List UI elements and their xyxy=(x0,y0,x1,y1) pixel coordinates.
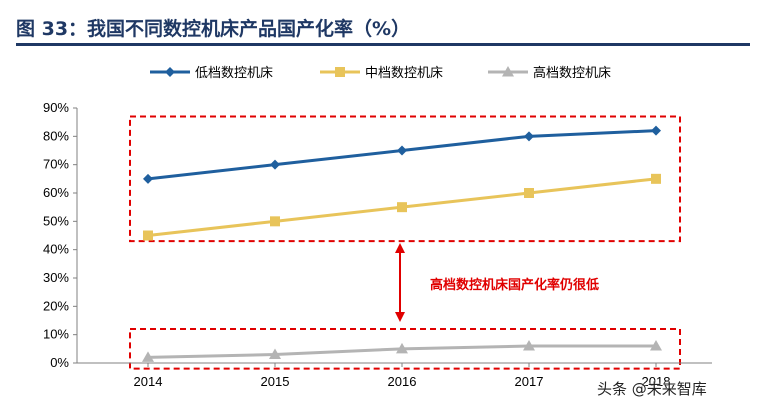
watermark: 头条 @未来智库 xyxy=(597,380,707,398)
y-tick-label: 10% xyxy=(43,327,69,342)
data-point-marker xyxy=(143,173,153,184)
y-tick-label: 60% xyxy=(43,185,69,200)
chart-axes: 0% 10% 20% 30% 40% 50% 60% 70% 80% 90% 2014 2015 201… xyxy=(43,100,712,389)
legend-item: 高档数控机床 xyxy=(488,65,611,81)
data-point-marker xyxy=(165,67,175,77)
x-tick-label: 2018 xyxy=(642,374,671,389)
data-point-marker xyxy=(397,202,407,213)
series-group xyxy=(143,173,661,241)
data-point-marker xyxy=(524,188,534,198)
data-point-marker xyxy=(143,230,153,241)
y-tick-label: 90% xyxy=(43,100,69,115)
legend-label: 低档数控机床 xyxy=(195,66,273,81)
x-tick-label: 2015 xyxy=(261,374,290,389)
y-tick-label: 80% xyxy=(43,128,69,143)
y-tick-label: 0% xyxy=(50,355,69,370)
legend-item: 低档数控机床 xyxy=(150,66,273,81)
data-point-marker xyxy=(524,131,534,142)
annotation-boxes xyxy=(129,115,681,370)
legend-label: 中档数控机床 xyxy=(365,66,443,81)
data-point-marker xyxy=(270,159,280,170)
data-point-marker xyxy=(270,216,280,227)
arrow-head-up xyxy=(395,243,405,253)
legend-item: 中档数控机床 xyxy=(320,66,443,81)
legend-label: 高档数控机床 xyxy=(533,65,611,81)
data-point-marker xyxy=(651,125,661,136)
annotation-label: 高档数控机床国产化率仍很低 xyxy=(430,277,599,293)
chart-series xyxy=(142,125,662,362)
y-tick-label: 40% xyxy=(43,242,69,257)
y-tick-label: 70% xyxy=(43,157,69,172)
title-divider xyxy=(16,43,750,46)
series-group xyxy=(143,125,661,184)
figure-title: 图 33：我国不同数控机床产品国产化率（%） xyxy=(16,18,411,40)
upper-dashed-box xyxy=(129,115,681,243)
annotation-arrow xyxy=(395,243,405,322)
data-point-marker xyxy=(502,66,514,77)
data-point-marker xyxy=(396,342,408,354)
data-point-marker xyxy=(650,340,662,351)
y-tick-label: 20% xyxy=(43,298,69,313)
arrow-head-down xyxy=(395,312,405,322)
lower-dashed-box xyxy=(129,328,681,370)
series-group xyxy=(142,340,662,362)
data-point-marker xyxy=(335,67,345,77)
chart-legend: 低档数控机床 中档数控机床 高档数控机床 xyxy=(150,65,611,81)
x-tick-label: 2016 xyxy=(388,374,417,389)
data-point-marker xyxy=(142,351,154,362)
data-point-marker xyxy=(523,340,535,351)
y-tick-label: 30% xyxy=(43,270,69,285)
y-tick-label: 50% xyxy=(43,213,69,228)
x-tick-label: 2017 xyxy=(515,374,544,389)
x-tick-label: 2014 xyxy=(134,374,163,389)
data-point-marker xyxy=(269,348,281,359)
data-point-marker xyxy=(651,173,661,184)
data-point-marker xyxy=(397,145,407,156)
